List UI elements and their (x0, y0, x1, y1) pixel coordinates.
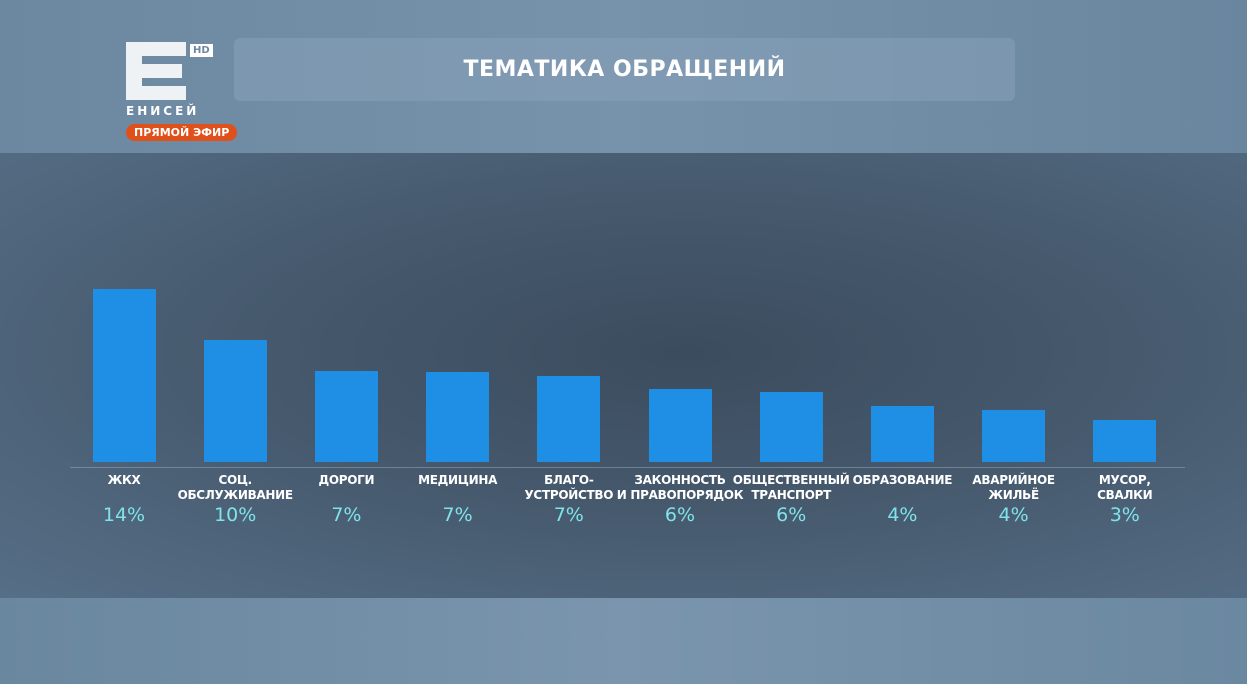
category-label: МУСОР, СВАЛКИ (1097, 473, 1153, 502)
bar-4 (537, 375, 601, 462)
category-label: АВАРИЙНОЕ ЖИЛЬЁ (972, 473, 1055, 502)
bar-2 (314, 370, 378, 462)
value-label: 7% (553, 504, 584, 526)
bar-0 (92, 289, 156, 462)
bar-1 (203, 339, 267, 462)
value-label: 6% (664, 504, 696, 526)
category-label: ЗАКОННОСТЬ И ПРАВОПОРЯДОК (616, 473, 744, 502)
hd-badge: HD (190, 44, 213, 57)
bar-7 (870, 406, 934, 462)
value-label: 14% (102, 504, 146, 526)
value-label: 3% (1109, 504, 1140, 526)
live-badge: ПРЯМОЙ ЭФИР (126, 124, 238, 141)
category-label: ДОРОГИ (318, 473, 375, 487)
bar-3 (426, 371, 490, 462)
category-label: МЕДИЦИНА (418, 473, 498, 487)
category-label: БЛАГО- УСТРОЙСТВО (524, 473, 614, 502)
category-label: ОБРАЗОВАНИЕ (852, 473, 953, 487)
value-label: 7% (442, 504, 473, 526)
bar-8 (982, 410, 1046, 462)
category-label: ЖКХ (107, 473, 141, 487)
page-title: ТЕМАТИКА ОБРАЩЕНИЙ (234, 38, 1015, 101)
category-label: ОБЩЕСТВЕННЫЙ ТРАНСПОРТ (732, 473, 850, 502)
footer-band (0, 598, 1247, 684)
value-label: 4% (998, 504, 1029, 526)
value-label: 10% (214, 504, 257, 526)
value-label: 4% (887, 504, 918, 526)
value-label: 7% (331, 504, 362, 526)
brand-name: ЕНИСЕЙ (126, 104, 200, 118)
category-label: СОЦ. ОБСЛУЖИВАНИЕ (177, 473, 294, 502)
value-label: 6% (776, 504, 807, 526)
bar-5 (648, 389, 712, 462)
x-axis-line (70, 467, 1185, 468)
bar-9 (1093, 419, 1157, 462)
bar-6 (759, 391, 823, 462)
logo-e-icon (126, 42, 186, 100)
